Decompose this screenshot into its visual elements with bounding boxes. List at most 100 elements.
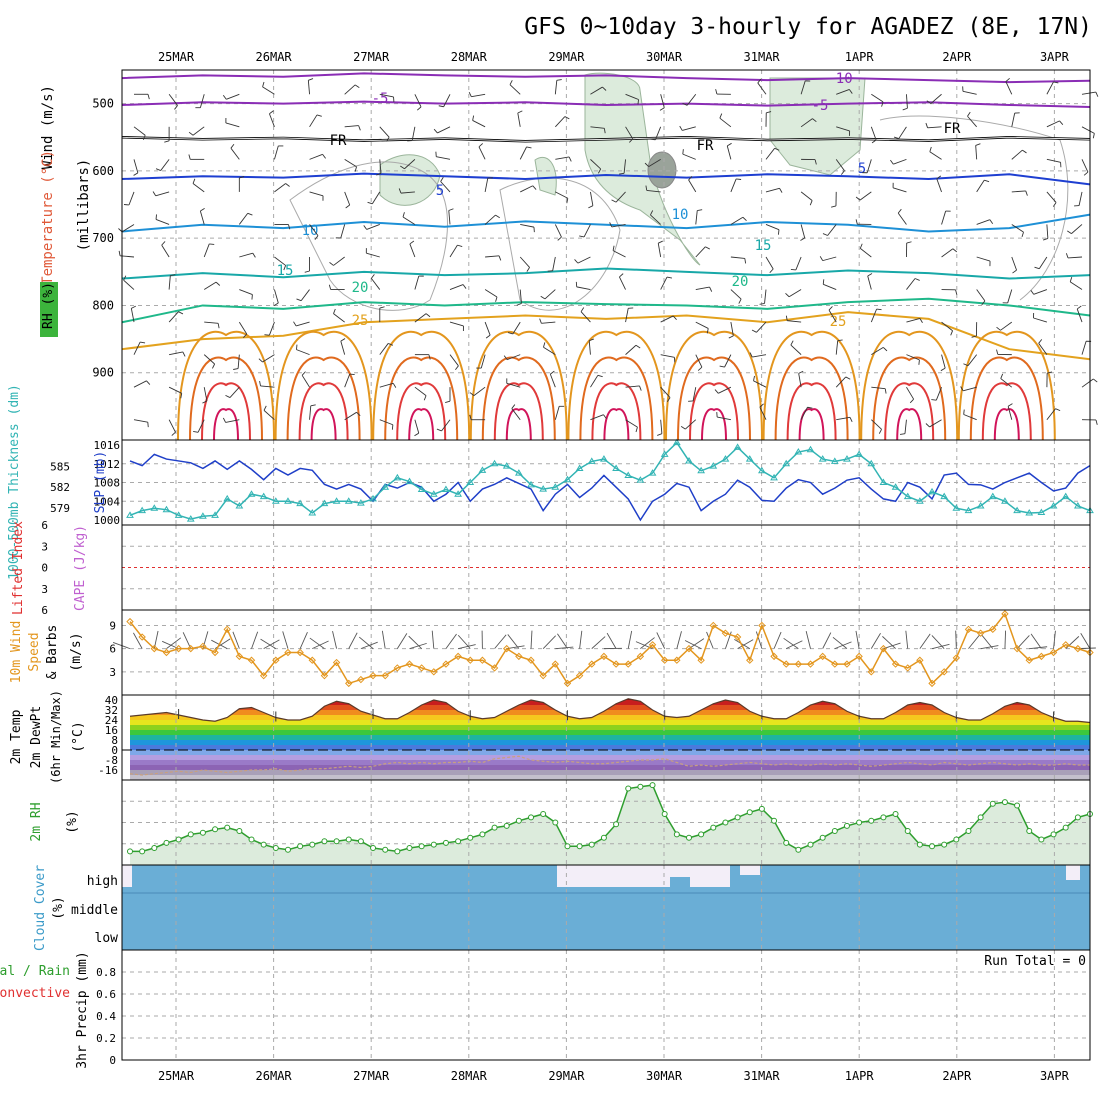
wind-barb [495,214,500,219]
thickness-point [405,477,414,485]
rh-point [649,782,656,789]
wind-speed-point [187,644,195,653]
cloud-gap [557,865,670,887]
surface-temperature-contour [677,356,751,441]
rh-point [540,811,547,817]
rh-point [479,831,486,838]
wind-barb [363,225,368,230]
thickness-point [259,492,268,500]
wind-barb [354,84,360,88]
wind-barb [199,210,205,225]
surface-temperature-contour [274,330,373,441]
wind-barb [344,191,351,206]
rh-point [637,783,644,790]
cloud-layer-label: high [87,874,118,889]
rh-point [625,785,632,792]
wind-barb [645,185,648,191]
wind-barb [577,256,591,264]
wind-barb [225,122,240,128]
wind-barb [1046,120,1060,128]
wind-barb [849,89,853,94]
wind-barb [469,414,472,420]
temperature-band [130,755,1090,760]
temp-tick-label: 0 [111,744,118,757]
wind-speed-point [332,658,341,667]
wind-barb [831,205,837,208]
wind-speed-point [466,656,474,664]
wind-barb [309,191,324,197]
wind-barb [819,256,824,261]
wind-barb [927,126,942,129]
surface-wind-barb [555,646,574,650]
temperature-band [130,705,1090,710]
wind-barb [952,248,958,253]
wind-barb [133,172,139,176]
wind-speed-point [199,642,207,651]
wind-barb [1011,256,1017,271]
temp-tick-label: 32 [105,704,118,717]
wind-speed-point [527,656,535,664]
wind-barb [310,404,316,407]
wind-barb [258,358,263,363]
dewpoint-line [129,755,1090,776]
thickness-point [563,475,572,483]
thickness-point [636,476,645,483]
wind-barb [809,200,813,206]
wind-barb [556,79,562,81]
wind-barb [192,183,205,193]
wind-barb [238,321,248,335]
thickness-point [855,450,863,457]
wind-barb [695,354,703,368]
wind-barb [449,321,464,327]
date-label-top: 2APR [942,50,972,64]
surface-wind-barb [409,642,427,650]
wind-barb [709,286,713,292]
surface-temperature-contour [701,408,727,441]
wind-speed-point [223,625,231,634]
thickness-point [709,462,718,469]
thickness-point [514,469,523,476]
thickness-point [429,490,438,497]
surface-wind-barb [627,630,633,649]
rh-point [892,811,899,817]
thickness-point [587,457,596,464]
wind-barb [1025,190,1028,196]
wind-barb [543,346,556,356]
wind-barb [837,339,843,342]
wind-barb [1046,408,1056,421]
wind-barb [344,158,357,168]
wind-speed-point [247,656,256,664]
surface-wind-barb [202,631,209,649]
wind-barb [619,172,625,175]
wind-barb [262,86,275,95]
wind-barb [233,368,239,370]
y-label-lifted-index: Lifted Index [11,521,26,615]
wind-barb [727,142,732,147]
wind-barb [682,149,684,155]
wind-barb [170,274,176,277]
wind-barb [1067,230,1072,235]
wind-speed-point [369,671,377,680]
wind-speed-point [600,652,608,661]
rh-point [600,834,607,841]
wind-barb [764,289,767,304]
wind-barb [554,224,562,238]
rh-point [528,814,535,821]
wind-speed-point [916,656,924,664]
wind-speed-point [211,648,219,657]
wind-barb [1081,159,1089,173]
wind-barb [423,395,427,401]
wind-barb [414,419,420,434]
wind-barb [906,386,915,400]
wind-barb [751,329,757,333]
wind-barb [329,262,334,266]
thickness-point [174,511,183,518]
rh-point [394,848,401,855]
surface-wind-barb [161,640,179,650]
wind-barb [765,148,775,160]
wind-barb [495,296,498,302]
wind-barb [574,259,579,264]
isoline-label: -5 [812,98,829,114]
date-label-top: 1APR [845,50,875,64]
wind-barb [930,93,942,104]
